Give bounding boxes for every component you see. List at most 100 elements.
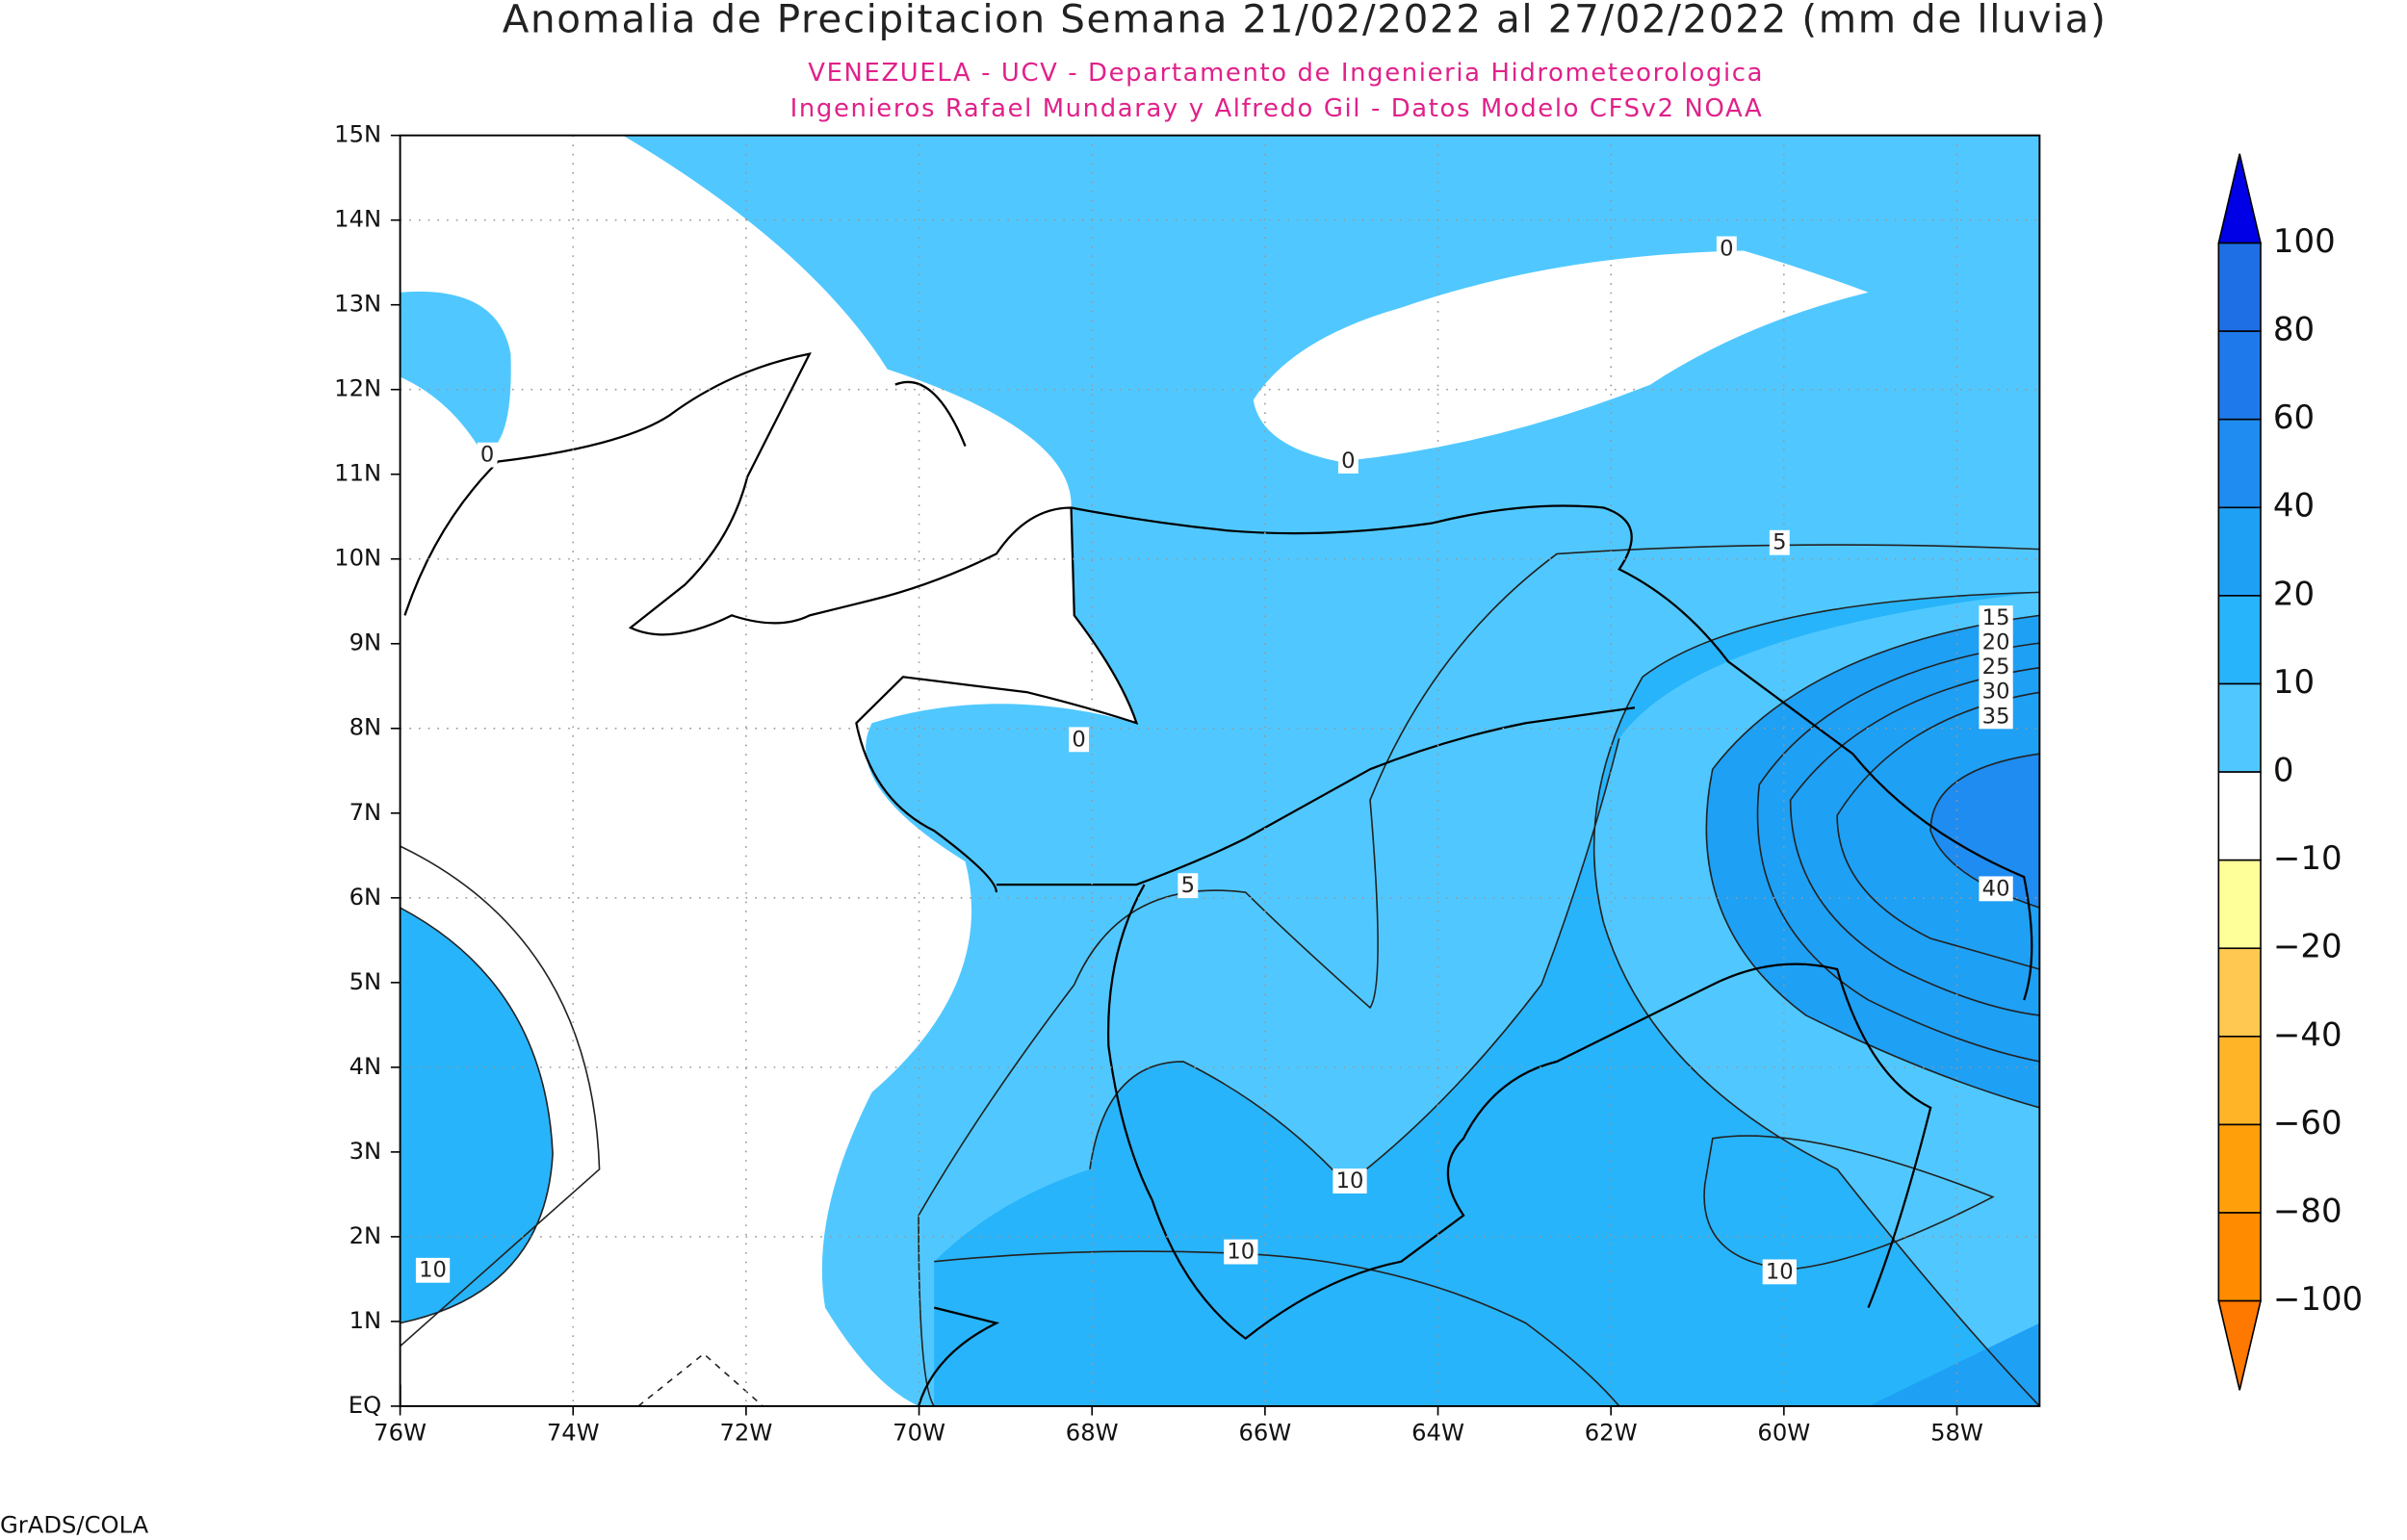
lon-label: 64W [1411, 1420, 1464, 1447]
lat-label: 3N [349, 1138, 382, 1165]
colorbar-box [2217, 859, 2262, 950]
contour-label: 10 [419, 1258, 447, 1283]
colorbar-box [2217, 595, 2262, 685]
contour-label-bg [1979, 679, 2013, 705]
colorbar-label: 10 [2273, 663, 2315, 701]
lat-label: 8N [349, 714, 382, 741]
colorbar-label: 40 [2273, 487, 2315, 525]
colorbar-label: 60 [2273, 398, 2315, 436]
colorbar-arrow [2217, 153, 2263, 244]
contour-label: 10 [1766, 1259, 1794, 1284]
lat-label: 11N [334, 460, 381, 487]
negative-fill [400, 135, 1137, 1406]
colorbar-box [2217, 682, 2262, 773]
lat-label: 14N [334, 206, 381, 233]
contour-label: 25 [1982, 654, 2010, 680]
colorbar-label: 100 [2273, 222, 2336, 260]
contour-label-bg [1979, 654, 2013, 680]
lon-label: 70W [893, 1420, 945, 1447]
colorbar-box [2217, 1123, 2262, 1214]
colorbar-box [2217, 771, 2262, 861]
lon-label: 62W [1585, 1420, 1638, 1447]
colorbar-label: 80 [2273, 311, 2315, 348]
contour-label: 20 [1982, 630, 2010, 655]
colorbar-label: 0 [2273, 752, 2294, 789]
colorbar-label: −20 [2273, 928, 2342, 965]
subtitle: VENEZUELA - UCV - Departamento de Ingeni… [808, 59, 1764, 88]
contour-label: 35 [1982, 704, 2010, 729]
axes: EQ 1N 2N 3N 4N 5N 6N 7N 8N 9N 10N 11N 12N 13N 14N 15N 76… [334, 121, 2040, 1447]
lat-label: EQ [349, 1392, 381, 1419]
contour-label: 0 [480, 443, 494, 468]
negative-fill [1253, 250, 1869, 462]
lat-label: 12N [334, 375, 381, 402]
anomaly-fill [400, 135, 511, 454]
contour-line [400, 544, 2040, 1406]
contour-label: 30 [1982, 680, 2010, 705]
lon-label: 60W [1757, 1420, 1810, 1447]
lon-label: 66W [1238, 1420, 1291, 1447]
contour-label-bg [1224, 1239, 1258, 1265]
colorbar-label: −60 [2273, 1104, 2342, 1142]
contour-label: 0 [1720, 237, 1733, 262]
contour-label-bg [477, 442, 498, 468]
colorbar-box [2217, 947, 2262, 1038]
contour-label-bg [1069, 727, 1090, 753]
border [637, 1352, 764, 1406]
contour-label-bg [1979, 605, 2013, 630]
contour-label: 10 [1336, 1168, 1364, 1194]
lat-label: 7N [349, 799, 382, 826]
colorbar-arrow [2217, 1299, 2263, 1391]
lon-label: 58W [1930, 1420, 1983, 1447]
anomaly-fill [400, 592, 2040, 1406]
subtitle: Ingenieros Rafael Mundaray y Alfredo Gil… [790, 94, 1764, 123]
contour-label: 5 [1181, 873, 1195, 898]
contour-label: 15 [1982, 605, 2010, 630]
contour-label: 40 [1982, 876, 2010, 901]
colorbar-box [2217, 1036, 2262, 1126]
colorbar-label: −100 [2273, 1280, 2363, 1318]
lon-label: 74W [547, 1420, 600, 1447]
lat-label: 15N [334, 121, 381, 148]
contour-label: 0 [1341, 449, 1355, 474]
contour-label: 5 [1773, 530, 1786, 555]
colorbar-box [2217, 1212, 2262, 1302]
plot-area [400, 135, 2040, 1406]
lat-label: 9N [349, 629, 382, 656]
contour-label-bg [1979, 704, 2013, 730]
colorbar-box [2217, 242, 2262, 332]
contour-label-bg [1769, 529, 1790, 555]
lat-label: 13N [334, 291, 381, 318]
colorbar-label: 20 [2273, 576, 2315, 613]
contour-label: 0 [1072, 727, 1085, 752]
title: Anomalia de Precipitacion Semana 21/02/2… [503, 0, 2108, 41]
footer: GrADS/COLA [0, 1512, 149, 1539]
colorbar-box [2217, 418, 2262, 509]
contour-label-bg [1979, 876, 2013, 902]
colorbar-label: −10 [2273, 839, 2342, 877]
lat-label: 10N [334, 545, 381, 572]
lat-label: 6N [349, 884, 382, 911]
lat-label: 4N [349, 1053, 382, 1080]
lon-label: 72W [719, 1420, 772, 1447]
lon-label: 76W [374, 1420, 427, 1447]
colorbar-box [2217, 330, 2262, 421]
contour-label-bg [1762, 1259, 1797, 1285]
colorbar-box [2217, 506, 2262, 597]
contour-label-bg [415, 1257, 451, 1283]
lat-label: 2N [349, 1222, 382, 1249]
coastline [400, 352, 2033, 1406]
contour-label-bg [1178, 873, 1199, 899]
lat-label: 5N [349, 968, 382, 995]
lat-label: 1N [349, 1307, 382, 1334]
contour-label-bg [1333, 1168, 1367, 1194]
colorbar-label: −40 [2273, 1015, 2342, 1053]
contour-label: 10 [1227, 1240, 1255, 1265]
colorbar-label: −80 [2273, 1193, 2342, 1230]
contour-label-bg [1716, 236, 1737, 262]
contour-label-bg [1979, 629, 2013, 655]
